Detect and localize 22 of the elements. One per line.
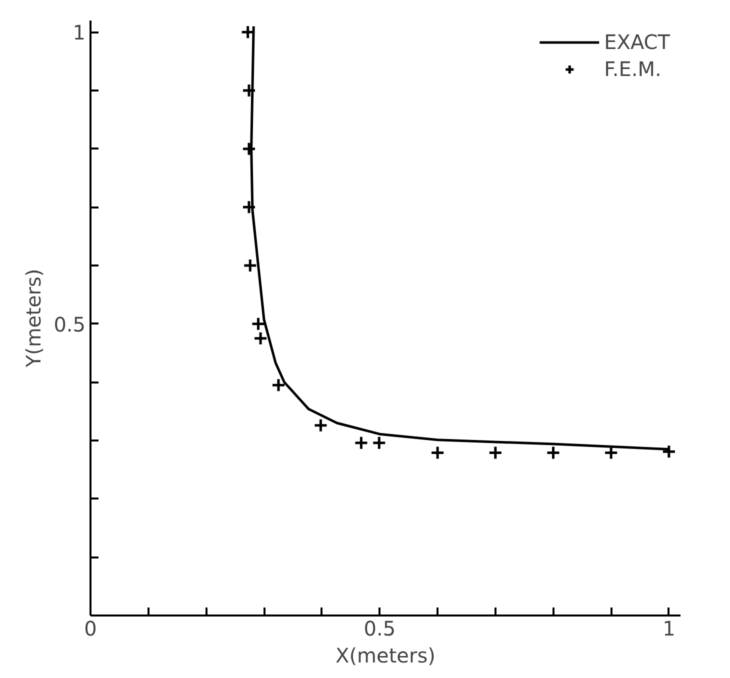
point [250,316,266,332]
point [546,446,560,460]
point [354,436,368,450]
x-tick-label: 0.5 [364,616,396,640]
point [430,446,445,460]
point [604,446,618,460]
x-tick-label: 1 [662,616,676,640]
point [253,331,268,346]
point [242,200,256,214]
point [242,258,258,273]
y-axis-title: Y(meters) [22,268,46,368]
point [662,444,676,459]
point [488,446,503,460]
point [372,436,386,450]
legend-label: F.E.M. [604,57,662,81]
x-axis-title: X(meters) [336,644,436,668]
x-tick-label: 0 [84,616,97,640]
point [271,378,286,392]
legend-label: EXACT [604,30,670,54]
point [242,142,256,156]
point [242,83,256,98]
point [313,418,328,433]
